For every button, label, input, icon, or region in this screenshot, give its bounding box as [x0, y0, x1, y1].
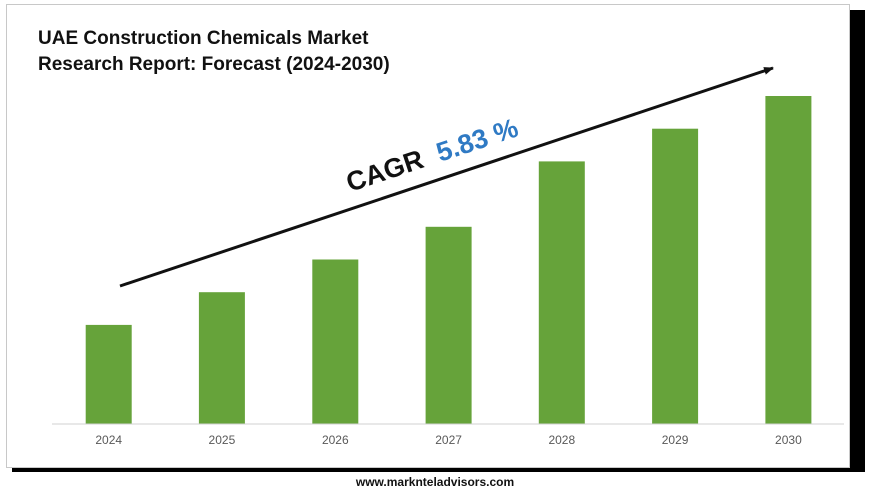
x-tick-label-2025: 2025 — [209, 433, 236, 447]
cagr-annotation: CAGR 5.83 % — [342, 113, 521, 198]
trend-arrow — [119, 66, 774, 288]
frame-shadow-right — [849, 10, 865, 472]
x-tick-label-2030: 2030 — [775, 433, 802, 447]
bar-2030 — [765, 96, 812, 424]
x-tick-label-2028: 2028 — [548, 433, 575, 447]
cagr-label: CAGR — [342, 144, 427, 198]
footer-website: www.marknteladvisors.com — [355, 475, 515, 489]
x-tick-label-2026: 2026 — [322, 433, 349, 447]
x-tick-label-2027: 2027 — [435, 433, 462, 447]
chart-title: UAE Construction Chemicals Market Resear… — [38, 28, 390, 75]
bar-2029 — [652, 128, 699, 424]
x-tick-labels: 2024 2025 2026 2027 2028 2029 2030 — [95, 433, 802, 447]
bar-2025 — [198, 292, 245, 424]
bar-2027 — [425, 226, 472, 424]
bar-2024 — [85, 324, 132, 424]
bar-group — [85, 96, 812, 424]
cagr-value: 5.83 % — [433, 113, 522, 168]
bar-2028 — [538, 161, 585, 424]
bar-2026 — [312, 259, 359, 424]
x-tick-label-2029: 2029 — [662, 433, 689, 447]
x-tick-label-2024: 2024 — [95, 433, 122, 447]
frame-shadow-bottom — [12, 466, 865, 472]
